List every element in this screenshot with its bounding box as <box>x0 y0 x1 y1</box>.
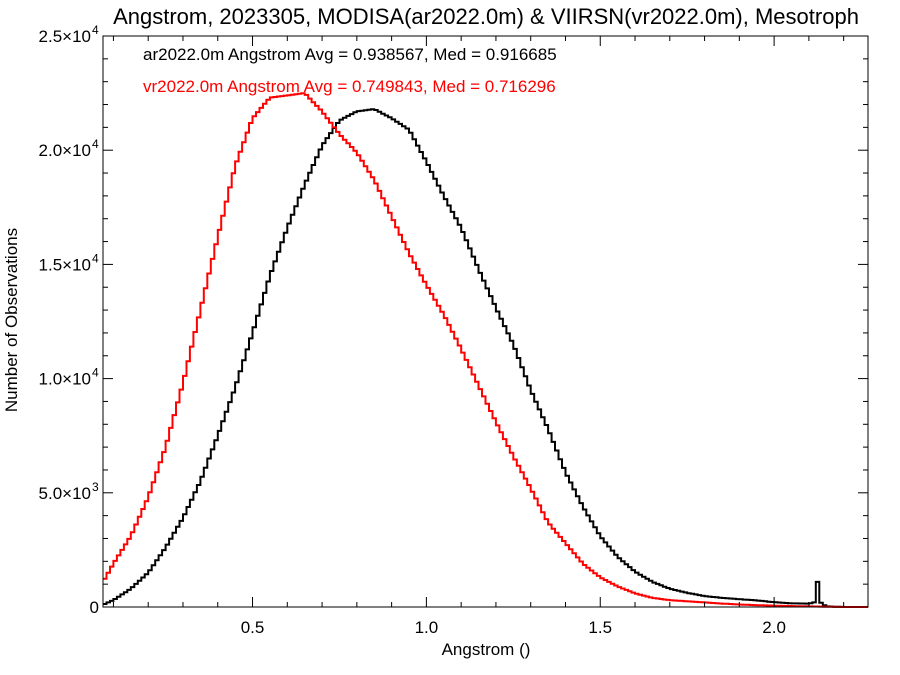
y-axis-label: Number of Observations <box>2 228 21 412</box>
x-tick-label: 1.5 <box>588 618 612 637</box>
x-tick-label: 1.0 <box>415 618 439 637</box>
x-axis-label: Angstrom () <box>442 640 531 659</box>
y-tick-label: 0 <box>90 598 99 617</box>
y-tick-label: 2.5×10 <box>39 27 91 46</box>
x-tick-label: 0.5 <box>241 618 265 637</box>
x-axis-ticks: 0.5 1.0 1.5 2.0 <box>112 36 845 637</box>
y-tick-label: 5.0×10 <box>39 484 91 503</box>
y-tick-label: 1.0×10 <box>39 370 91 389</box>
y-tick-exponent: 4 <box>92 137 99 151</box>
plot-frame <box>102 35 869 608</box>
x-tick-label: 2.0 <box>762 618 786 637</box>
legend-stat-ar2022: ar2022.0m Angstrom Avg = 0.938567, Med =… <box>143 45 557 64</box>
y-tick-exponent: 4 <box>92 23 99 37</box>
y-axis-ticks: 05.0×10 31.0×10 41.5×10 42.0×10 42.5×10 4 <box>39 23 868 617</box>
legend-stat-vr2022: vr2022.0m Angstrom Avg = 0.749843, Med =… <box>143 77 556 96</box>
series-line-vr2022-0m <box>103 92 868 608</box>
chart-title: Angstrom, 2023305, MODISA(ar2022.0m) & V… <box>113 4 859 29</box>
y-tick-label: 1.5×10 <box>39 255 91 274</box>
y-tick-exponent: 4 <box>92 251 99 265</box>
series-layer <box>103 92 868 608</box>
y-tick-exponent: 3 <box>92 480 99 494</box>
series-line-ar2022-0m <box>103 108 868 608</box>
y-tick-exponent: 4 <box>92 366 99 380</box>
y-tick-label: 2.0×10 <box>39 141 91 160</box>
